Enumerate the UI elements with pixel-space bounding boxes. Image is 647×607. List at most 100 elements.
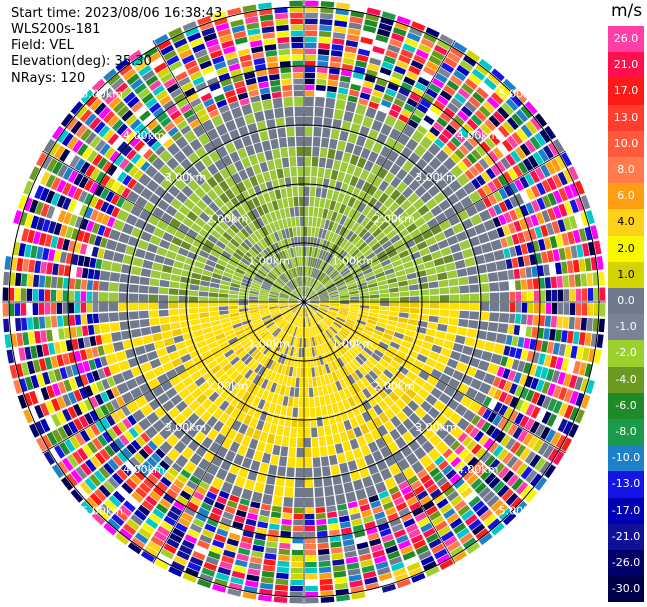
gate-cell xyxy=(379,310,389,315)
gate-cell xyxy=(318,560,331,567)
gate-cell xyxy=(502,452,514,465)
gate-cell xyxy=(173,335,184,344)
gate-cell xyxy=(226,57,239,66)
gate-cell xyxy=(487,322,499,332)
gate-cell xyxy=(459,285,470,294)
gate-cell xyxy=(171,357,183,368)
gate-cell xyxy=(510,441,521,454)
gate-cell xyxy=(335,213,343,224)
gate-cell xyxy=(69,214,78,227)
gate-cell xyxy=(478,486,491,499)
gate-cell xyxy=(307,236,311,247)
gate-cell xyxy=(213,172,224,184)
gate-cell xyxy=(305,286,308,297)
gate-cell xyxy=(304,72,316,79)
gate-cell xyxy=(584,257,592,272)
gate-cell xyxy=(502,224,511,236)
gate-cell xyxy=(253,142,263,154)
gate-cell xyxy=(188,302,199,308)
gate-cell xyxy=(568,215,578,229)
gate-cell xyxy=(118,232,131,244)
gate-cell xyxy=(205,38,219,48)
gate-cell xyxy=(183,198,196,210)
gate-cell xyxy=(342,152,352,163)
gate-cell xyxy=(276,425,284,436)
gate-cell xyxy=(351,77,363,86)
gate-cell xyxy=(425,532,439,544)
gate-cell xyxy=(150,535,164,547)
gate-cell xyxy=(287,258,293,269)
gate-cell xyxy=(263,249,271,259)
gate-cell xyxy=(44,289,51,301)
gate-cell xyxy=(298,287,303,297)
gate-cell xyxy=(334,347,343,357)
gate-cell xyxy=(364,576,378,585)
gate-cell xyxy=(226,428,238,441)
gate-cell xyxy=(422,426,435,440)
gate-cell xyxy=(219,236,230,246)
azimuth-spoke xyxy=(42,301,305,454)
gate-cell xyxy=(62,290,69,302)
gate-cell xyxy=(304,84,315,91)
gate-cell xyxy=(283,272,290,281)
gate-cell xyxy=(92,291,99,302)
gate-cell xyxy=(308,306,316,313)
gate-cell xyxy=(187,344,198,353)
gate-cell xyxy=(226,366,236,377)
gate-cell xyxy=(46,205,56,219)
gate-cell xyxy=(540,426,551,440)
gate-cell xyxy=(172,527,185,538)
gate-cell xyxy=(312,377,317,387)
gate-cell xyxy=(125,378,138,390)
gate-cell xyxy=(111,119,124,132)
gate-cell xyxy=(116,197,126,208)
gate-cell xyxy=(62,302,69,314)
gate-cell xyxy=(495,160,506,173)
gate-cell xyxy=(315,284,323,292)
gate-cell xyxy=(479,509,493,522)
gate-cell xyxy=(517,161,529,175)
gate-cell xyxy=(360,376,370,387)
gate-cell xyxy=(304,507,315,514)
gate-cell xyxy=(245,343,255,353)
gate-cell xyxy=(400,393,412,405)
gate-cell xyxy=(301,347,304,358)
gate-cell xyxy=(79,243,88,255)
gate-cell xyxy=(380,496,392,505)
gate-cell xyxy=(335,493,346,505)
gate-cell xyxy=(393,386,405,398)
gate-cell xyxy=(34,168,46,183)
colorbar-cell: -21.0 xyxy=(608,523,644,550)
gate-cell xyxy=(134,345,146,356)
gate-cell xyxy=(505,357,514,369)
gate-cell xyxy=(371,242,381,252)
gate-cell xyxy=(111,181,121,193)
gate-cell xyxy=(370,428,382,441)
gate-cell xyxy=(74,375,84,388)
gate-cell xyxy=(313,325,319,335)
gate-cell xyxy=(246,22,260,30)
gate-cell xyxy=(225,200,236,212)
gate-cell xyxy=(361,363,372,373)
gate-cell xyxy=(260,313,271,319)
gate-cell xyxy=(368,224,379,234)
gate-cell xyxy=(482,490,496,503)
gate-cell xyxy=(321,229,327,240)
gate-cell xyxy=(422,164,435,178)
gate-cell xyxy=(289,247,295,258)
gate-cell xyxy=(443,85,456,96)
gate-cell xyxy=(360,36,374,45)
gate-cell xyxy=(264,484,275,495)
gate-cell xyxy=(381,533,394,543)
gate-cell xyxy=(320,321,328,330)
gate-cell xyxy=(358,228,368,238)
gate-cell xyxy=(115,532,130,546)
gate-cell xyxy=(433,100,446,111)
gate-cell xyxy=(319,31,332,38)
gate-cell xyxy=(119,158,130,170)
gate-cell xyxy=(288,302,298,304)
gate-cell xyxy=(230,316,241,322)
gate-cell xyxy=(546,413,557,427)
gate-cell xyxy=(458,448,470,460)
gate-cell xyxy=(447,102,459,114)
